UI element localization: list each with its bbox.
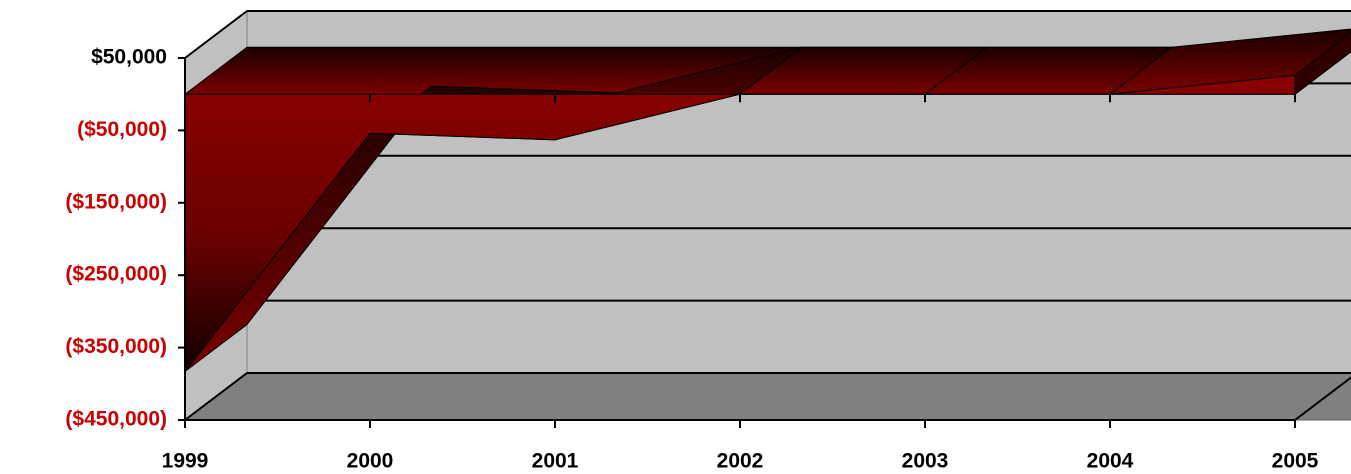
floor-edge [1294, 376, 1351, 421]
x-tick-label: 1999 [162, 450, 209, 473]
x-tick-label: 2002 [717, 450, 764, 473]
grid-line [184, 372, 248, 421]
x-tick-label: 2004 [1087, 450, 1134, 473]
y-tick-label: $50,000 [91, 46, 167, 69]
x-tick-label: 2001 [532, 450, 579, 473]
x-tick-label: 2000 [347, 450, 394, 473]
x-tick-label: 2005 [1272, 450, 1319, 473]
y-tick-label: ($50,000) [77, 118, 167, 141]
grid-line [184, 10, 248, 59]
x-tick-label: 2003 [902, 450, 949, 473]
y-tick-label: ($350,000) [65, 335, 167, 358]
y-tick-label: ($250,000) [65, 263, 167, 286]
floor [183, 372, 1351, 421]
area [184, 74, 1296, 373]
y-tick-label: ($150,000) [65, 190, 167, 213]
y-tick-label: ($450,000) [65, 408, 167, 431]
